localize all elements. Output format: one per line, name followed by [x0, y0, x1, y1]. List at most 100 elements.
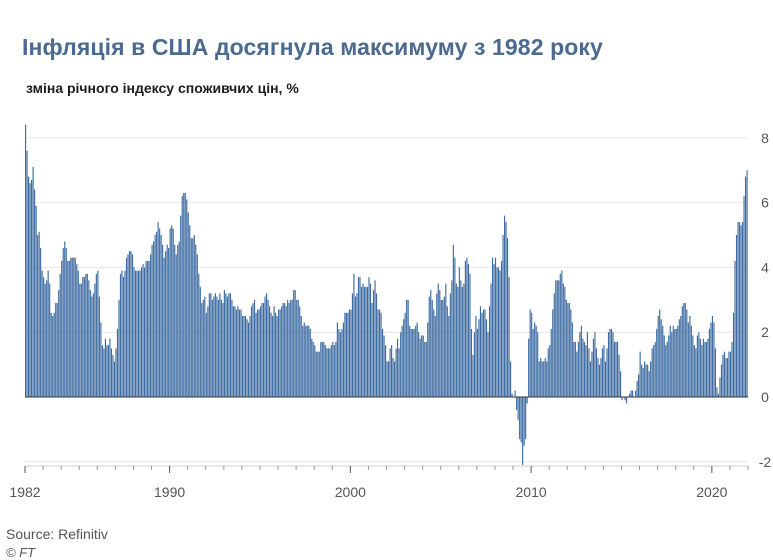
- bar: [547, 348, 549, 397]
- bar: [272, 316, 274, 397]
- bar: [425, 341, 427, 397]
- bar: [300, 316, 302, 397]
- bar: [351, 293, 354, 397]
- bar: [440, 299, 442, 397]
- bar: [380, 312, 382, 397]
- bar: [253, 299, 256, 397]
- bar: [357, 277, 360, 397]
- bar: [160, 235, 162, 397]
- bar: [256, 309, 259, 397]
- bar: [434, 316, 436, 397]
- bar: [309, 328, 311, 397]
- bar: [389, 348, 391, 397]
- bar: [232, 306, 235, 397]
- bar: [552, 309, 554, 397]
- bar: [729, 351, 732, 397]
- bar: [723, 351, 726, 397]
- bar: [34, 189, 36, 397]
- bar: [662, 325, 664, 397]
- bar: [704, 341, 706, 397]
- bar: [413, 328, 415, 397]
- bar: [342, 322, 344, 397]
- bar: [29, 183, 31, 397]
- bar: [159, 228, 161, 397]
- bar: [442, 299, 444, 397]
- bar: [412, 328, 414, 397]
- bar: [241, 316, 244, 397]
- bar: [53, 312, 55, 397]
- bar: [329, 348, 331, 397]
- bar: [464, 260, 466, 397]
- bar: [695, 348, 697, 397]
- bar: [121, 270, 123, 397]
- bar: [330, 345, 332, 397]
- bar: [576, 351, 578, 397]
- bar: [65, 247, 67, 397]
- bar: [94, 283, 96, 397]
- bar: [421, 335, 423, 397]
- bar: [148, 260, 150, 397]
- bar: [198, 273, 200, 397]
- bar: [544, 358, 546, 397]
- bar: [247, 322, 250, 397]
- bar: [529, 309, 531, 397]
- bar: [95, 273, 97, 397]
- bar: [448, 316, 450, 397]
- bar: [553, 293, 555, 397]
- bar: [629, 393, 631, 397]
- bar: [58, 290, 60, 397]
- bar: [717, 393, 720, 397]
- bar: [106, 345, 108, 397]
- bar: [708, 328, 710, 397]
- bar: [314, 345, 316, 397]
- bar: [738, 222, 741, 397]
- bar: [466, 257, 468, 397]
- bar: [534, 322, 536, 397]
- bar: [522, 397, 524, 466]
- bar: [190, 238, 192, 397]
- bar: [743, 196, 745, 397]
- bar: [344, 312, 346, 397]
- bar: [214, 293, 216, 397]
- bar: [577, 341, 579, 397]
- bar: [318, 351, 320, 397]
- bar: [659, 309, 661, 397]
- bar: [499, 270, 501, 397]
- bar: [475, 316, 477, 397]
- bar: [607, 332, 610, 397]
- x-tick-label: 2010: [516, 484, 547, 500]
- bar: [543, 361, 545, 397]
- bar: [299, 306, 301, 397]
- bar: [397, 338, 399, 397]
- bar: [699, 338, 701, 397]
- bar: [125, 257, 128, 397]
- bar: [686, 309, 688, 397]
- bar: [722, 354, 724, 397]
- bar: [503, 215, 506, 397]
- bar: [589, 361, 591, 397]
- bar: [336, 322, 338, 397]
- bar: [77, 270, 79, 397]
- bar: [91, 296, 93, 397]
- bar: [491, 257, 494, 397]
- bar: [220, 299, 222, 397]
- bar: [122, 277, 125, 397]
- bar: [50, 312, 52, 397]
- bar: [369, 283, 372, 397]
- bar: [604, 361, 607, 397]
- bar: [278, 309, 280, 397]
- bar: [692, 335, 694, 397]
- bar: [26, 150, 28, 397]
- bar: [153, 241, 155, 397]
- bar: [624, 397, 626, 401]
- bar: [588, 348, 590, 397]
- bar: [404, 312, 406, 397]
- bar: [461, 286, 463, 397]
- bar: [580, 325, 582, 397]
- bar: [473, 332, 476, 397]
- bar: [497, 267, 500, 397]
- bar: [338, 328, 340, 397]
- bar: [229, 293, 232, 397]
- bar: [528, 338, 530, 397]
